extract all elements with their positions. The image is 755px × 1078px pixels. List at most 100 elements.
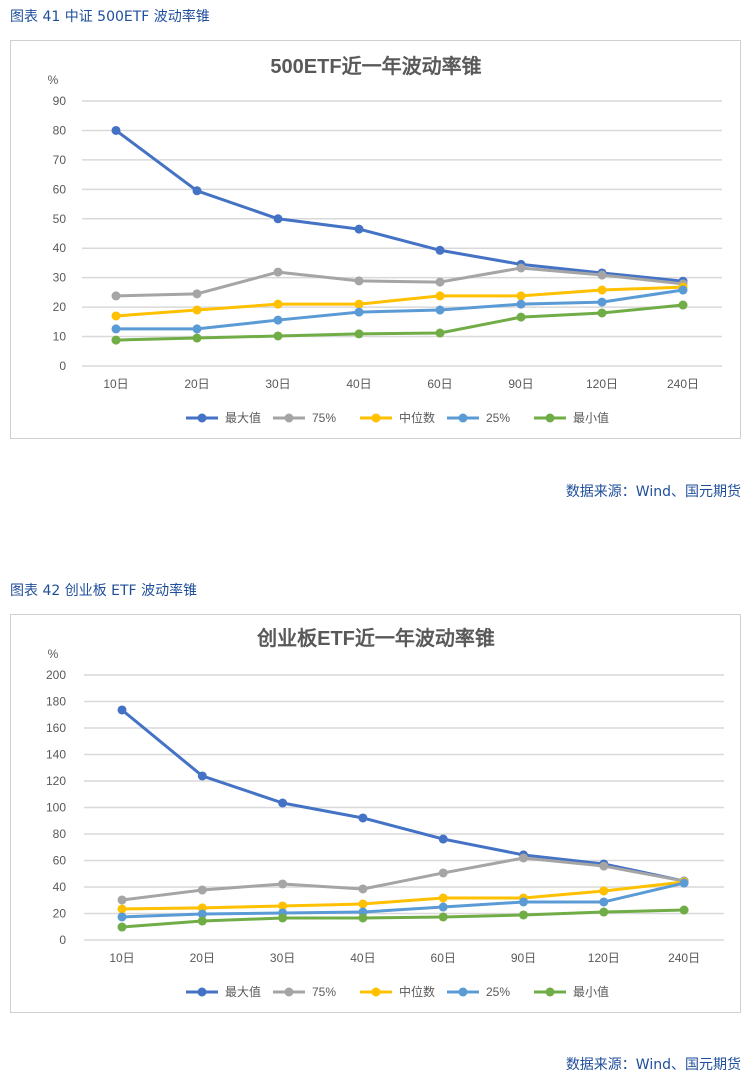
chart-1-legend-marker	[458, 413, 468, 423]
chart-1-x-tick: 240日	[667, 377, 699, 391]
chart-1-point-中位数	[435, 291, 445, 301]
chart-2-legend-marker	[371, 987, 381, 997]
chart-2-point-75%	[278, 879, 288, 889]
chart-1-series-line-25%	[116, 288, 684, 331]
chart-2-point-75%	[358, 884, 368, 894]
chart-2-legend-marker	[284, 987, 294, 997]
chart-1-legend-label: 25%	[486, 411, 510, 425]
chart-1-legend-label: 最小值	[573, 410, 609, 425]
chart-2-legend-label: 75%	[312, 985, 336, 999]
chart-1-legend-marker	[371, 413, 381, 423]
chart-1-point-最大值	[111, 125, 121, 135]
chart-1-point-中位数	[597, 285, 607, 295]
chart-2-point-最小值	[197, 916, 207, 926]
chart-2-y-tick: 100	[46, 801, 66, 815]
chart-2-y-tick: 60	[53, 854, 67, 868]
chart-1-point-中位数	[192, 305, 202, 315]
chart-1-x-tick: 10日	[103, 377, 128, 391]
chart-1-title: 500ETF近一年波动率锥	[270, 54, 481, 78]
chart-2-point-最大值	[438, 834, 448, 844]
chart-2-point-最小值	[278, 913, 288, 923]
chart-2-point-25%	[197, 909, 207, 919]
chart-1-point-75%	[354, 276, 364, 286]
chart-2-point-中位数	[438, 893, 448, 903]
chart-2-point-中位数	[358, 899, 368, 909]
chart-2-point-最小值	[438, 912, 448, 922]
chart-2-point-75%	[197, 885, 207, 895]
chart-2-series-line-25%	[121, 881, 685, 919]
chart-2-x-tick: 60日	[431, 951, 456, 965]
chart-1-point-最小值	[516, 312, 526, 322]
chart-2-point-最大值	[278, 798, 288, 808]
chart-1-point-最大值	[435, 245, 445, 255]
chart-2-x-tick: 30日	[270, 951, 295, 965]
chart-1-series-line-最小值	[115, 303, 684, 342]
chart-2-y-tick: 180	[46, 695, 66, 709]
chart-1-x-tick: 90日	[508, 377, 533, 391]
chart-2-point-75%	[438, 868, 448, 878]
chart-2-point-25%	[519, 897, 528, 907]
chart-2-title: 创业板ETF近一年波动率锥	[256, 626, 495, 650]
chart-2-point-75%	[599, 861, 609, 871]
chart-1-point-25%	[192, 324, 202, 334]
chart-2-point-中位数	[278, 901, 288, 911]
chart-2-point-25%	[117, 912, 127, 922]
chart-2-series-line-75%	[121, 856, 685, 902]
chart-1-point-最小值	[597, 308, 607, 318]
chart-2-point-最大值	[197, 771, 207, 781]
chart-1-x-tick: 20日	[184, 377, 209, 391]
chart-1-series-line-最大值	[115, 129, 684, 283]
chart-2-x-tick: 120日	[588, 951, 620, 965]
chart-2-point-最小值	[679, 905, 689, 915]
chart-1-point-25%	[111, 324, 121, 334]
chart-2-point-中位数	[599, 886, 609, 896]
chart-1-point-中位数	[111, 311, 121, 321]
chart-1-y-tick: 90	[53, 94, 67, 108]
chart-1-legend-marker	[197, 413, 207, 423]
chart-2-point-最大值	[358, 813, 368, 823]
chart-1-legend-label: 最大值	[225, 410, 261, 425]
chart-2-point-中位数	[117, 904, 127, 914]
chart-1-point-中位数	[516, 291, 526, 301]
chart-1-y-tick: 50	[53, 212, 67, 226]
chart-1-y-tick: 80	[53, 123, 67, 137]
chart-2-point-75%	[117, 895, 127, 905]
chart-1-legend-label: 中位数	[399, 410, 435, 425]
chart-1-point-25%	[435, 305, 445, 315]
figure-42-caption: 图表 42 创业板 ETF 波动率锥	[10, 583, 198, 599]
chart-2-point-75%	[519, 853, 528, 863]
chart-1-legend-marker	[284, 413, 294, 423]
chart-1-y-tick: 0	[59, 359, 66, 373]
chart-2-legend-marker	[458, 987, 468, 997]
chart-1-y-tick: 40	[53, 241, 67, 255]
chart-1-point-25%	[354, 307, 364, 317]
chart-1-point-75%	[597, 270, 607, 280]
chart-1-point-最小值	[354, 329, 364, 339]
chart-2-x-tick: 90日	[511, 951, 536, 965]
chart-2-series-line-最小值	[121, 908, 685, 929]
chart-2-y-tick: 20	[53, 907, 67, 921]
chart-2-frame	[10, 614, 741, 1013]
chart-2-point-25%	[438, 902, 448, 912]
chart-2-y-tick: 160	[46, 721, 66, 735]
chart-1-point-75%	[192, 289, 202, 299]
chart-1-x-tick: 60日	[427, 377, 452, 391]
chart-2-x-tick: 40日	[350, 951, 375, 965]
chart-1-frame	[10, 40, 741, 439]
figure-41-caption: 图表 41 中证 500ETF 波动率锥	[10, 9, 210, 25]
chart-1-point-最大值	[192, 186, 202, 196]
chart-1-x-tick: 40日	[346, 377, 371, 391]
chart-2-series-line-最大值	[121, 708, 685, 883]
chart-2-point-最大值	[117, 705, 127, 715]
chart-2-y-tick: 80	[53, 827, 67, 841]
chart-2-x-tick: 20日	[190, 951, 215, 965]
chart-1-point-25%	[273, 315, 283, 325]
chart-2-y-tick: 0	[59, 933, 66, 947]
chart-1-point-中位数	[354, 299, 364, 309]
chart-1-x-tick: 30日	[265, 377, 290, 391]
chart-2-point-25%	[599, 897, 609, 907]
chart-2-point-25%	[679, 878, 689, 888]
chart-2-legend-marker	[545, 987, 555, 997]
chart-1-point-75%	[273, 267, 283, 277]
